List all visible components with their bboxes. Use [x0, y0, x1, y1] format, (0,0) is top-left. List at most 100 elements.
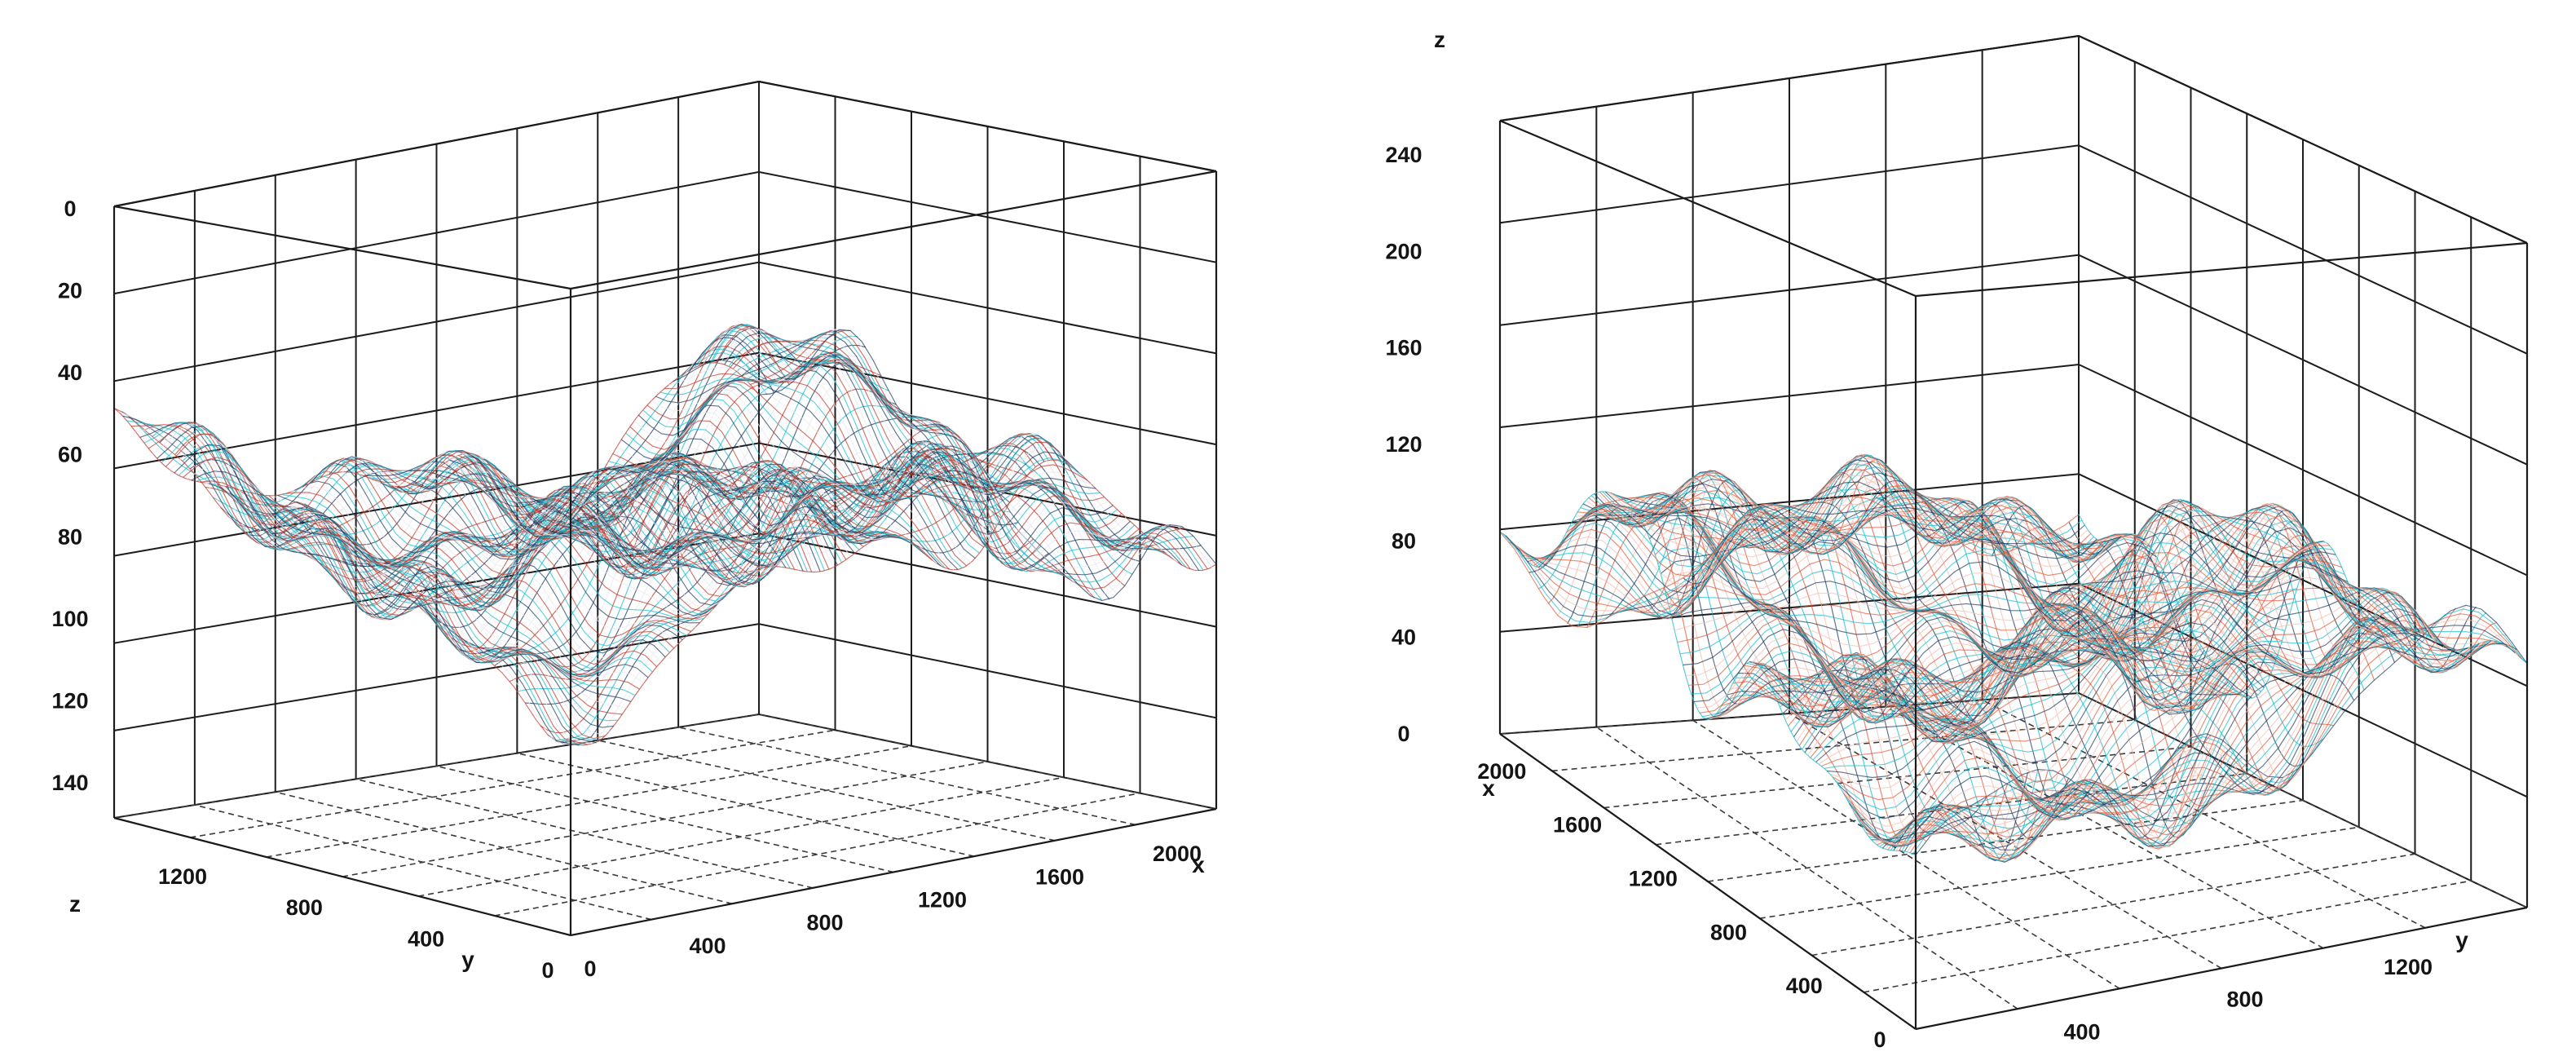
surface-mesh-line: [1724, 541, 2322, 722]
surface-mesh-line: [565, 451, 1023, 542]
surface-mesh-line: [1837, 608, 2444, 820]
surface-mesh-line: [505, 473, 963, 581]
surface-mesh-line: [668, 356, 1127, 535]
surface-mesh-line: [389, 451, 847, 560]
floor-grid-line: [342, 761, 988, 877]
floor-grid-line: [494, 792, 1140, 917]
surface-mesh-line: [1835, 603, 2441, 820]
x-tick-label: 1200: [918, 887, 967, 912]
floor-grid-line: [517, 752, 975, 857]
surface-mesh-line: [213, 484, 670, 669]
surface-mesh-line: [526, 448, 985, 566]
surface-mesh-line: [1507, 493, 2089, 612]
surface-mesh-line: [113, 407, 571, 743]
z-tick-label: 0: [64, 197, 76, 221]
surface-mesh-line: [673, 353, 1131, 540]
plot-left-axis-labels: x y z: [69, 852, 1205, 972]
y-tick-label: 1200: [2384, 955, 2433, 979]
surface-mesh-line: [118, 411, 576, 745]
box-edge: [2078, 35, 2528, 244]
surface-mesh-line: [208, 483, 666, 672]
floor-grid-line: [275, 791, 733, 905]
surface-mesh-line: [1832, 598, 2438, 821]
surface-mesh-line: [294, 478, 752, 586]
surface-mesh-line: [677, 351, 1136, 543]
surface-mesh-line: [1824, 590, 2429, 816]
surface-mesh-line: [1519, 503, 2101, 620]
box-edge: [570, 807, 1217, 937]
surface-mesh-line: [724, 332, 1183, 572]
z-tick-label: 80: [1392, 528, 1416, 553]
surface-mesh-line: [1846, 626, 2453, 839]
surface-mesh-line: [1696, 590, 2291, 713]
surface-mesh-line: [157, 425, 614, 728]
surface-mesh-line: [277, 494, 735, 606]
surface-mesh-line: [479, 456, 937, 584]
surface-mesh-line: [1566, 461, 2151, 577]
grid-line: [113, 261, 1217, 382]
surface-mesh-line: [406, 463, 864, 559]
x-tick-label: 800: [1710, 920, 1747, 944]
surface-mesh-line: [268, 495, 726, 612]
surface-mesh-line: [646, 378, 1105, 503]
plot-left-box-edges: [112, 80, 1218, 937]
surface-mesh-line: [410, 466, 868, 564]
surface-mesh-line: [711, 324, 1170, 565]
surface-mesh-line: [1821, 588, 2426, 811]
surface-mesh-line: [1608, 492, 2196, 673]
z-axis-label: z: [1434, 27, 1445, 52]
grid-line: [113, 170, 1217, 295]
surface-mesh-line: [281, 493, 739, 602]
surface-mesh-line: [1527, 498, 2110, 616]
z-tick-label: 0: [1397, 722, 1409, 746]
surface-mesh-line: [259, 494, 717, 616]
surface-mesh-line: [1727, 532, 2324, 718]
surface-mesh-line: [1499, 484, 2080, 629]
surface-mesh-line: [1732, 516, 2331, 726]
z-tick-label: 120: [51, 688, 88, 713]
box-edge: [1499, 34, 2080, 122]
surface-mesh-line: [1524, 501, 2106, 618]
floor-grid-line: [1811, 853, 2415, 957]
surface-mesh-line: [449, 459, 907, 577]
surface-mesh-line: [1699, 590, 2295, 718]
surface-mesh-line: [681, 345, 1140, 546]
surface-mesh-line: [1707, 569, 2304, 729]
floor-grid-line: [677, 727, 1136, 826]
surface-mesh-line: [1843, 620, 2450, 834]
surface-mesh-line: [483, 458, 942, 586]
surface-mesh-line: [1710, 561, 2306, 731]
y-tick-label: 800: [286, 895, 323, 920]
y-tick-label: 800: [2226, 988, 2263, 1012]
surface-mesh-line: [1702, 588, 2297, 722]
x-tick-label: 1600: [1035, 864, 1084, 889]
surface-mesh-line: [655, 369, 1114, 516]
surface-mesh-line: [1594, 479, 2181, 638]
z-tick-label: 200: [1385, 239, 1422, 263]
surface-mesh-line: [1887, 616, 2498, 860]
surface-mesh-line: [758, 329, 1217, 602]
surface-mesh-line: [1511, 497, 2092, 614]
surface-mesh-line: [1568, 466, 2155, 585]
floor-grid-line: [2078, 692, 2528, 908]
surface-mesh-line: [1546, 463, 2130, 568]
floor-grid-line: [418, 776, 1065, 897]
surface-mesh-line: [1677, 604, 2271, 722]
x-tick-label: 2000: [1153, 842, 1202, 866]
z-tick-label: 100: [51, 607, 88, 631]
y-axis-label: y: [461, 947, 474, 972]
plot-left-surface: [113, 323, 1217, 746]
plot-right-axis-labels: x y z: [1434, 27, 2468, 952]
surface-mesh-line: [1590, 475, 2178, 634]
x-axis-label: x: [1482, 775, 1495, 801]
box-edge: [1915, 906, 2528, 1031]
surface-mesh-line: [620, 384, 1079, 496]
x-tick-label: 1600: [1553, 813, 1602, 837]
surface-mesh-line: [1827, 591, 2433, 819]
floor-grid-line: [1982, 699, 2426, 929]
surface-mesh-line: [372, 454, 830, 570]
surface-mesh-line: [732, 339, 1191, 572]
surface-mesh-line: [1865, 640, 2474, 849]
surface-mesh-line: [1688, 592, 2283, 722]
surface-mesh-line: [1691, 590, 2286, 719]
